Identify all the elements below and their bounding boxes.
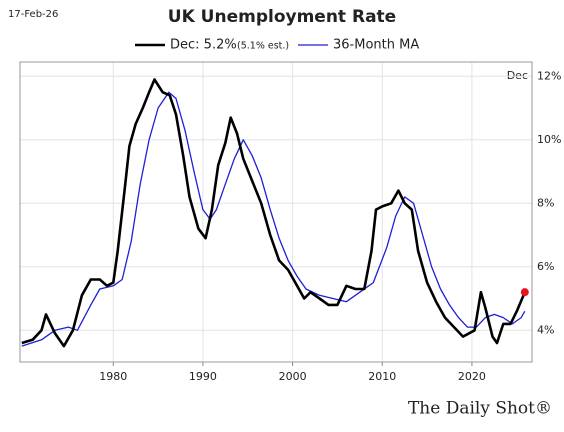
- x-tick-label: 2000: [279, 370, 307, 383]
- y-tick-label: 10%: [537, 133, 561, 146]
- plot-frame: [19, 61, 533, 363]
- chart-title: UK Unemployment Rate: [168, 7, 396, 27]
- x-tick-label: 2020: [458, 370, 486, 383]
- x-tick-label: 1990: [189, 370, 217, 383]
- legend: Dec: 5.2% (5.1% est.) 36-Month MA: [135, 38, 419, 53]
- legend-label: Dec: 5.2%: [170, 38, 237, 53]
- y-tick-label: 8%: [537, 196, 554, 209]
- source-logo: The Daily Shot®: [408, 399, 552, 419]
- series-line: [21, 91, 526, 347]
- legend-label: 36-Month MA: [333, 38, 419, 53]
- y-tick-label: 6%: [537, 260, 554, 273]
- end-marker: [520, 288, 529, 297]
- y-tick-label: 12%: [537, 69, 561, 82]
- date: 17-Feb-26: [8, 9, 58, 20]
- x-tick-label: 1980: [99, 370, 127, 383]
- x-tick-label: 2010: [368, 370, 396, 383]
- y-tick-label: 4%: [537, 323, 554, 336]
- corner-label: Dec: [507, 69, 528, 82]
- series-line: [21, 78, 526, 348]
- legend-note: (5.1% est.): [237, 41, 289, 52]
